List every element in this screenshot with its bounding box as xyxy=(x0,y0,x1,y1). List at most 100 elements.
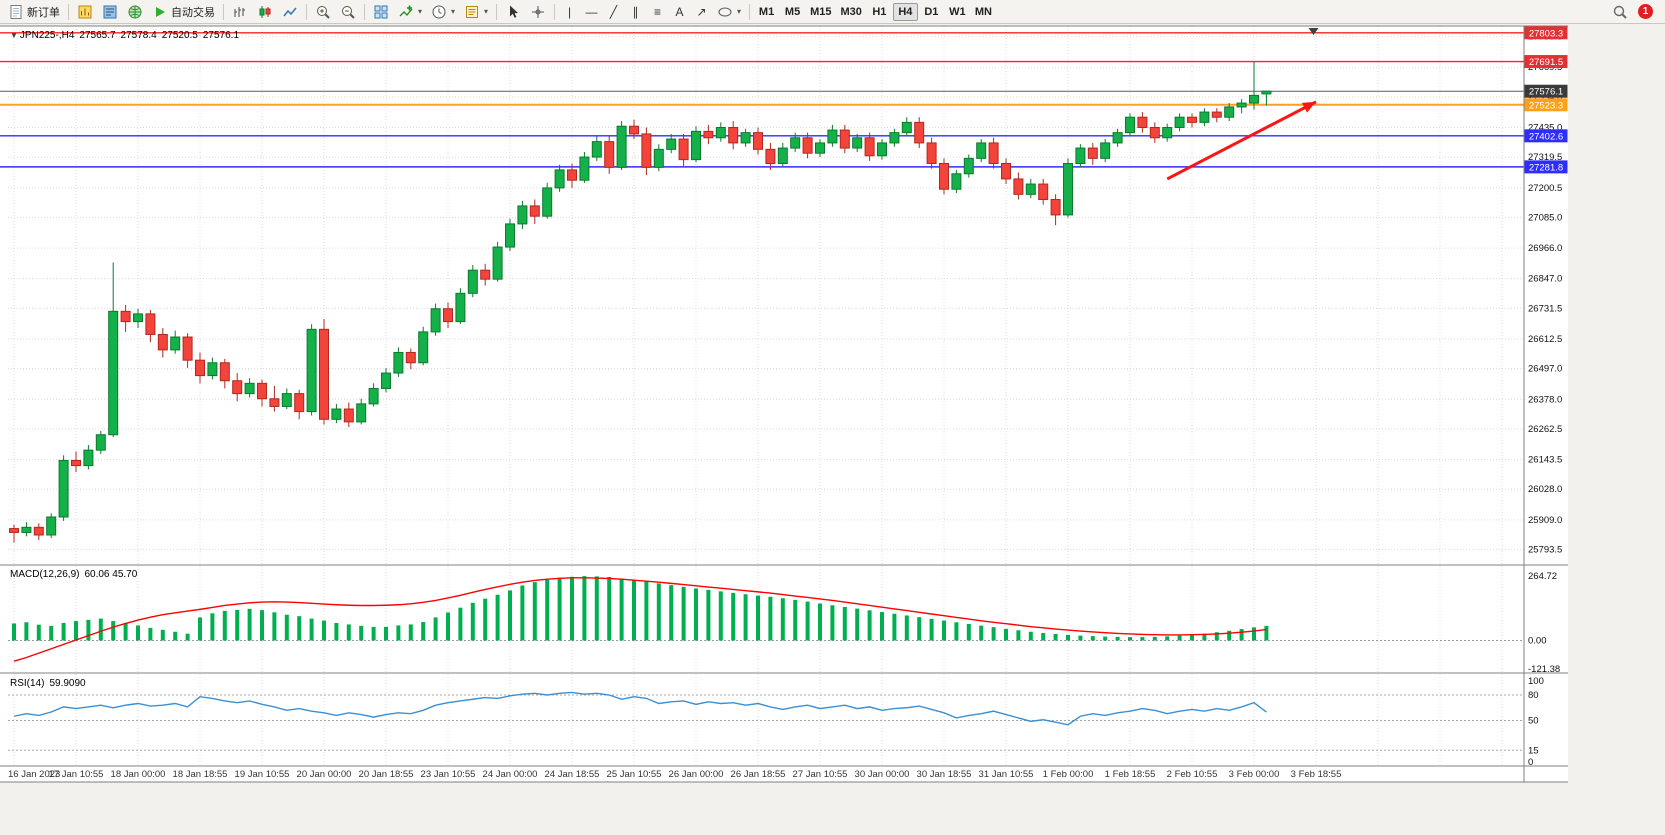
channel-button[interactable]: ∥ xyxy=(625,2,646,22)
fibonacci-button[interactable]: ≡ xyxy=(647,2,668,22)
timeframe-m1[interactable]: M1 xyxy=(754,3,779,21)
periods-button[interactable]: ▾ xyxy=(427,2,459,22)
timeframe-mn[interactable]: MN xyxy=(971,3,996,21)
date-axis-label: 17 Jan 10:55 xyxy=(49,769,104,780)
market-watch-icon xyxy=(103,5,117,18)
price-axis-label: 27435.0 xyxy=(1528,122,1562,133)
dropdown-caret-icon: ▾ xyxy=(737,7,742,16)
price-badge-27402.6 xyxy=(1524,129,1568,143)
channel-icon: ∥ xyxy=(632,4,639,19)
zoom-in-button[interactable] xyxy=(311,2,335,22)
date-axis-label: 1 Feb 18:55 xyxy=(1105,769,1156,780)
trend-arrow[interactable] xyxy=(1166,100,1317,181)
indicators-button[interactable]: ▾ xyxy=(394,2,426,22)
date-axis-label: 25 Jan 10:55 xyxy=(607,769,662,780)
crosshair-button[interactable] xyxy=(526,2,550,22)
date-axis-label: 24 Jan 00:00 xyxy=(483,769,538,780)
ohlc-high: 27578.4 xyxy=(120,30,157,41)
date-axis-label: 30 Jan 18:55 xyxy=(917,769,972,780)
macd-histogram xyxy=(12,576,1269,641)
horizontal-line-button[interactable]: — xyxy=(581,2,602,22)
zoom-in-icon xyxy=(317,5,330,19)
date-axis-label: 31 Jan 10:55 xyxy=(979,769,1034,780)
vertical-line-button[interactable]: | xyxy=(559,2,580,22)
price-axis-label: 27319.5 xyxy=(1528,152,1562,163)
candlestick-chart-button[interactable] xyxy=(253,2,277,22)
price-badge-text: 27281.8 xyxy=(1529,162,1563,173)
tile-windows-icon xyxy=(374,5,388,18)
date-axis-label: 30 Jan 00:00 xyxy=(855,769,910,780)
dropdown-caret-icon: ▾ xyxy=(418,7,423,16)
charts-button[interactable] xyxy=(73,2,97,22)
autotrading-label: 自动交易 xyxy=(171,6,215,19)
date-axis-label: 23 Jan 10:55 xyxy=(421,769,476,780)
main-toolbar: 新订单 自动交易 xyxy=(0,0,1665,24)
toolbar-separator xyxy=(364,3,365,20)
cursor-button[interactable] xyxy=(501,2,525,22)
price-axis-label: 25793.5 xyxy=(1528,545,1562,556)
macd-indicator-label: MACD(12,26,9) 60.06 45.70 xyxy=(10,569,142,580)
date-axis-label: 26 Jan 00:00 xyxy=(669,769,724,780)
price-axis-label: 26262.5 xyxy=(1528,424,1562,435)
price-axis-label: 26378.0 xyxy=(1528,394,1562,405)
indicators-icon xyxy=(399,5,413,16)
text-button[interactable]: A xyxy=(669,2,690,22)
notification-badge[interactable]: 1 xyxy=(1638,4,1653,19)
rsi-values: 59.9090 xyxy=(49,678,86,689)
toolbar-separator xyxy=(306,3,307,20)
line-chart-button[interactable] xyxy=(278,2,302,22)
price-axis-label: 26028.0 xyxy=(1528,484,1562,495)
price-axis-label: 27085.0 xyxy=(1528,212,1562,223)
new-order-button[interactable]: 新订单 xyxy=(4,2,64,22)
ohlc-close: 27576.1 xyxy=(202,30,240,41)
date-axis-label: 18 Jan 00:00 xyxy=(111,769,166,780)
horizontal-line-icon: — xyxy=(585,4,598,19)
timeframe-m15[interactable]: M15 xyxy=(806,3,835,21)
macd-axis-label: -121.38 xyxy=(1528,664,1560,675)
timeframe-h1[interactable]: H1 xyxy=(867,3,892,21)
arrow-tool-button[interactable]: ↗ xyxy=(691,2,712,22)
toolbar-separator xyxy=(496,3,498,20)
tile-windows-button[interactable] xyxy=(369,2,393,22)
symbol-timeframe-text: JPN225-,H4 xyxy=(19,30,75,41)
navigator-globe-icon xyxy=(128,5,142,18)
rsi-line xyxy=(13,691,1267,726)
search-icon xyxy=(1613,5,1627,19)
bar-chart-button[interactable] xyxy=(228,2,252,22)
date-axis-label: 2 Feb 10:55 xyxy=(1167,769,1218,780)
toolbar-separator xyxy=(554,3,556,20)
rsi-axis-label: 0 xyxy=(1528,757,1533,768)
price-badge-text: 27576.1 xyxy=(1529,87,1563,98)
date-axis-label: 16 Jan 2023 xyxy=(8,769,60,780)
rsi-axis-label: 80 xyxy=(1528,690,1539,701)
timeframe-w1[interactable]: W1 xyxy=(945,3,970,21)
date-axis-label: 3 Feb 00:00 xyxy=(1229,769,1280,780)
toolbar-separator xyxy=(68,3,69,20)
market-watch-button[interactable] xyxy=(98,2,122,22)
periods-clock-icon xyxy=(432,5,446,18)
templates-button[interactable]: ▾ xyxy=(460,2,492,22)
timeframe-h4[interactable]: H4 xyxy=(892,2,918,21)
price-badges xyxy=(1524,26,1568,174)
navigator-button[interactable] xyxy=(123,2,147,22)
timeframe-m5[interactable]: M5 xyxy=(780,3,805,21)
timeframe-d1[interactable]: D1 xyxy=(919,3,944,21)
candles xyxy=(9,61,1272,543)
shapes-button[interactable]: ▾ xyxy=(713,2,745,22)
search-button[interactable] xyxy=(1608,2,1632,22)
toolbar-separator xyxy=(223,3,224,20)
zoom-out-button[interactable] xyxy=(336,2,360,22)
chart-shift-marker[interactable] xyxy=(1308,28,1319,35)
autotrading-button[interactable]: 自动交易 xyxy=(148,2,219,22)
price-badge-27281.8 xyxy=(1524,160,1568,174)
price-axis-label: 26497.0 xyxy=(1528,364,1562,375)
one-click-collapse-icon[interactable]: ▼ xyxy=(10,31,18,40)
date-axis-label: 19 Jan 10:55 xyxy=(235,769,290,780)
timeframe-m30[interactable]: M30 xyxy=(836,3,865,21)
trendline-button[interactable]: ╱ xyxy=(603,2,624,22)
symbol-ohlc-label: ▼ JPN225-,H4 27565.7 27578.4 27520.5 27576.1 xyxy=(10,30,244,41)
templates-icon xyxy=(466,5,479,18)
text-icon: A xyxy=(675,4,684,19)
dropdown-caret-icon: ▾ xyxy=(484,7,489,16)
